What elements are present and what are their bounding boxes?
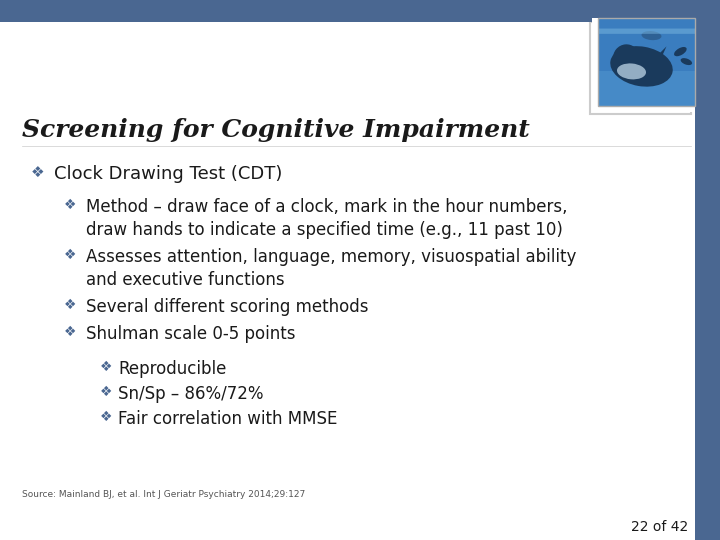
- Bar: [592, 18, 695, 112]
- Text: ❖: ❖: [31, 165, 45, 180]
- Text: ❖: ❖: [64, 325, 76, 339]
- Text: Reproducible: Reproducible: [118, 360, 226, 378]
- Text: Assesses attention, language, memory, visuospatial ability
and executive functio: Assesses attention, language, memory, vi…: [86, 248, 577, 289]
- Text: Method – draw face of a clock, mark in the hour numbers,
draw hands to indicate : Method – draw face of a clock, mark in t…: [86, 198, 567, 239]
- Bar: [598, 18, 695, 106]
- Text: Clock Drawing Test (CDT): Clock Drawing Test (CDT): [54, 165, 282, 183]
- Text: ❖: ❖: [100, 360, 112, 374]
- Text: Sn/Sp – 86%/72%: Sn/Sp – 86%/72%: [118, 385, 264, 403]
- Polygon shape: [652, 46, 667, 69]
- Bar: [598, 71, 695, 106]
- Bar: [590, 22, 691, 114]
- Ellipse shape: [642, 31, 662, 40]
- Text: Source: Mainland BJ, et al. Int J Geriatr Psychiatry 2014;29:127: Source: Mainland BJ, et al. Int J Geriat…: [22, 490, 305, 499]
- Text: ❖: ❖: [64, 248, 76, 262]
- Ellipse shape: [674, 47, 687, 56]
- Bar: [0, 0, 695, 22]
- Text: ❖: ❖: [100, 385, 112, 399]
- Text: ❖: ❖: [64, 298, 76, 312]
- Text: Fair correlation with MMSE: Fair correlation with MMSE: [118, 410, 338, 428]
- Ellipse shape: [680, 58, 692, 65]
- Text: Screening for Cognitive Impairment: Screening for Cognitive Impairment: [22, 118, 530, 142]
- Text: ❖: ❖: [100, 410, 112, 424]
- FancyBboxPatch shape: [598, 29, 695, 34]
- Text: ❖: ❖: [64, 198, 76, 212]
- Text: Shulman scale 0-5 points: Shulman scale 0-5 points: [86, 325, 295, 343]
- Text: Several different scoring methods: Several different scoring methods: [86, 298, 369, 316]
- Bar: [598, 18, 695, 106]
- Bar: [695, 0, 720, 540]
- Ellipse shape: [617, 63, 646, 79]
- Ellipse shape: [611, 46, 672, 86]
- Ellipse shape: [613, 44, 640, 72]
- Text: 22 of 42: 22 of 42: [631, 520, 688, 534]
